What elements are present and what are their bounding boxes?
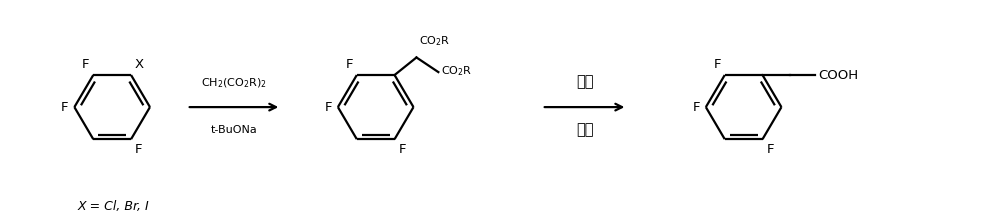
Text: F: F	[345, 58, 353, 71]
Text: F: F	[61, 101, 68, 114]
Text: F: F	[713, 58, 721, 71]
Text: COOH: COOH	[818, 69, 858, 81]
Text: CO$_2$R: CO$_2$R	[441, 64, 473, 78]
Text: X: X	[135, 58, 144, 71]
Text: CH$_2$(CO$_2$R)$_2$: CH$_2$(CO$_2$R)$_2$	[201, 76, 267, 89]
Text: 水解: 水解	[576, 75, 593, 89]
Text: X = Cl, Br, I: X = Cl, Br, I	[77, 200, 149, 213]
Text: F: F	[692, 101, 700, 114]
Text: F: F	[82, 58, 89, 71]
Text: F: F	[399, 143, 406, 156]
Text: F: F	[135, 143, 143, 156]
Text: F: F	[767, 143, 774, 156]
Text: 脱笼: 脱笼	[576, 122, 593, 137]
Text: F: F	[324, 101, 332, 114]
Text: CO$_2$R: CO$_2$R	[419, 34, 451, 48]
Text: t-BuONa: t-BuONa	[211, 125, 257, 135]
